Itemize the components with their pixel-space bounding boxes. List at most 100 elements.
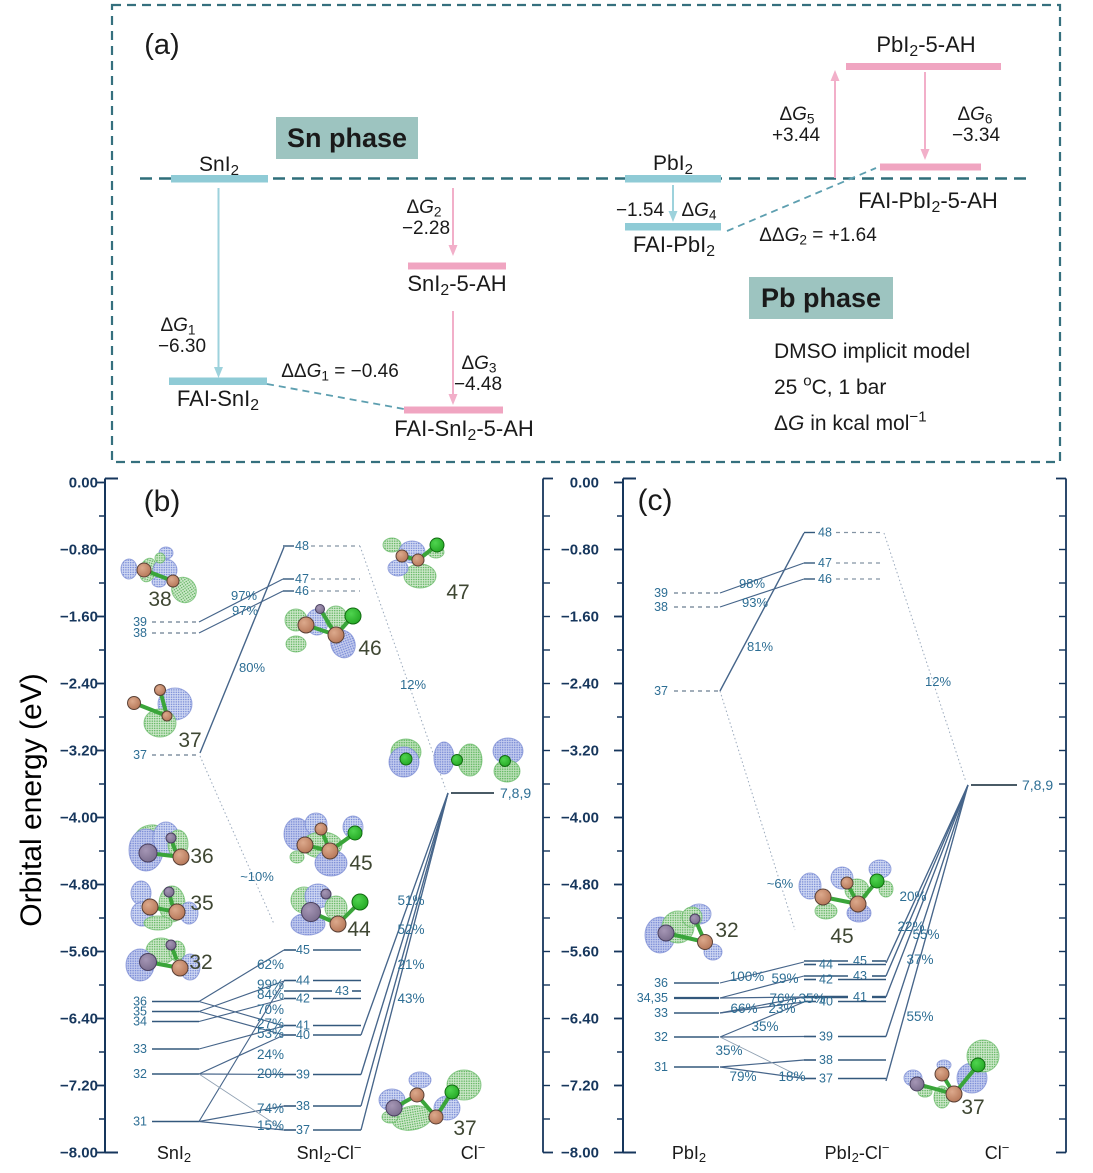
svg-text:25 oC, 1 bar: 25 oC, 1 bar — [774, 373, 886, 399]
svg-text:Pb phase: Pb phase — [761, 283, 881, 313]
svg-text:SnI2-5-AH: SnI2-5-AH — [407, 271, 506, 299]
svg-text:38: 38 — [654, 600, 668, 614]
svg-text:39: 39 — [133, 615, 147, 629]
svg-text:27%: 27% — [257, 1016, 284, 1031]
svg-text:−7.20: −7.20 — [60, 1078, 98, 1095]
svg-text:−6.40: −6.40 — [561, 1011, 599, 1028]
svg-text:ΔG in kcal mol−1: ΔG in kcal mol−1 — [774, 409, 927, 435]
svg-text:ΔΔG1 = −0.46: ΔΔG1 = −0.46 — [281, 361, 399, 383]
svg-text:−2.28: −2.28 — [402, 218, 450, 239]
svg-text:12%: 12% — [400, 677, 426, 692]
svg-text:SnI2: SnI2 — [199, 153, 239, 179]
svg-text:PbI2-Cl−: PbI2-Cl− — [825, 1140, 890, 1165]
svg-text:~6%: ~6% — [767, 876, 794, 891]
svg-text:36: 36 — [190, 845, 213, 868]
svg-text:55%: 55% — [906, 1009, 933, 1024]
svg-text:−1.54: −1.54 — [616, 200, 665, 221]
svg-text:7,8,9: 7,8,9 — [500, 785, 531, 801]
svg-text:DMSO implicit model: DMSO implicit model — [774, 340, 970, 363]
svg-text:66%: 66% — [730, 1001, 757, 1016]
svg-text:12%: 12% — [925, 674, 951, 689]
svg-text:FAI-PbI2: FAI-PbI2 — [633, 232, 715, 260]
svg-text:70%: 70% — [257, 1002, 284, 1017]
svg-text:0.00: 0.00 — [570, 475, 599, 492]
svg-text:39: 39 — [296, 1068, 310, 1082]
svg-text:31: 31 — [654, 1060, 668, 1074]
svg-text:20%: 20% — [899, 889, 926, 904]
svg-text:47: 47 — [295, 572, 309, 586]
svg-text:15%: 15% — [257, 1118, 284, 1133]
svg-text:35: 35 — [133, 1005, 147, 1019]
svg-text:−4.80: −4.80 — [561, 877, 599, 894]
svg-text:32: 32 — [189, 951, 212, 974]
svg-text:46: 46 — [818, 572, 832, 586]
svg-text:32: 32 — [654, 1030, 668, 1044]
svg-text:43: 43 — [335, 984, 349, 998]
svg-text:ΔΔG2 = +1.64: ΔΔG2 = +1.64 — [759, 225, 877, 247]
svg-text:−2.40: −2.40 — [60, 676, 98, 693]
svg-text:76%: 76% — [769, 991, 796, 1006]
svg-text:40: 40 — [296, 1028, 310, 1042]
svg-text:~10%: ~10% — [240, 869, 274, 884]
svg-text:(a): (a) — [144, 29, 179, 61]
svg-text:−8.00: −8.00 — [561, 1145, 599, 1162]
svg-text:37: 37 — [654, 684, 668, 698]
svg-text:36: 36 — [133, 995, 147, 1009]
svg-text:45: 45 — [830, 925, 853, 948]
svg-text:ΔG4: ΔG4 — [681, 200, 716, 222]
svg-text:35%: 35% — [715, 1043, 742, 1058]
svg-text:Orbital energy (eV): Orbital energy (eV) — [15, 673, 48, 926]
svg-text:−5.60: −5.60 — [60, 944, 98, 961]
svg-text:32: 32 — [133, 1067, 147, 1081]
svg-text:−1.60: −1.60 — [561, 609, 599, 626]
svg-text:98%: 98% — [739, 576, 765, 591]
svg-text:41: 41 — [853, 990, 867, 1004]
svg-text:33: 33 — [133, 1042, 147, 1056]
svg-text:38: 38 — [133, 626, 147, 640]
svg-text:Cl−: Cl− — [461, 1140, 486, 1163]
svg-text:37: 37 — [453, 1117, 476, 1140]
svg-text:32: 32 — [715, 919, 738, 942]
svg-text:−3.20: −3.20 — [561, 743, 599, 760]
svg-text:+3.44: +3.44 — [772, 125, 821, 146]
svg-text:PbI2: PbI2 — [653, 152, 693, 178]
svg-text:44: 44 — [819, 958, 833, 972]
svg-text:Cl−: Cl− — [985, 1140, 1010, 1163]
svg-text:40: 40 — [819, 995, 833, 1009]
svg-text:ΔG3: ΔG3 — [461, 353, 496, 375]
svg-text:35%: 35% — [798, 991, 825, 1006]
svg-text:74%: 74% — [257, 1101, 284, 1116]
svg-text:59%: 59% — [771, 971, 798, 986]
svg-text:−0.80: −0.80 — [60, 542, 98, 559]
svg-text:−4.48: −4.48 — [454, 374, 502, 395]
svg-text:100%: 100% — [730, 969, 765, 984]
svg-text:42: 42 — [819, 973, 833, 987]
svg-text:97%: 97% — [232, 603, 258, 618]
svg-text:−5.60: −5.60 — [561, 944, 599, 961]
svg-text:−8.00: −8.00 — [60, 1145, 98, 1162]
svg-text:37: 37 — [296, 1123, 310, 1137]
svg-text:44: 44 — [296, 974, 310, 988]
svg-text:43: 43 — [853, 969, 867, 983]
svg-text:−2.40: −2.40 — [561, 676, 599, 693]
svg-text:31: 31 — [133, 1115, 147, 1129]
svg-text:45: 45 — [853, 954, 867, 968]
svg-text:SnI2: SnI2 — [157, 1143, 191, 1165]
svg-text:33: 33 — [654, 1006, 668, 1020]
svg-text:22%: 22% — [897, 919, 924, 934]
svg-text:−4.00: −4.00 — [561, 810, 599, 827]
svg-text:38: 38 — [296, 1099, 310, 1113]
svg-text:45: 45 — [349, 852, 372, 875]
svg-text:36: 36 — [654, 976, 668, 990]
svg-text:−3.34: −3.34 — [952, 125, 1001, 146]
svg-text:21%: 21% — [397, 957, 424, 972]
svg-text:34,35: 34,35 — [637, 991, 668, 1005]
svg-text:0.00: 0.00 — [69, 475, 98, 492]
svg-text:37: 37 — [961, 1096, 984, 1119]
svg-text:45: 45 — [296, 943, 310, 957]
svg-text:37: 37 — [178, 729, 201, 752]
svg-text:18%: 18% — [778, 1069, 805, 1084]
svg-text:79%: 79% — [729, 1069, 756, 1084]
svg-text:FAI-SnI2-5-AH: FAI-SnI2-5-AH — [394, 416, 534, 444]
svg-text:24%: 24% — [257, 1047, 284, 1062]
